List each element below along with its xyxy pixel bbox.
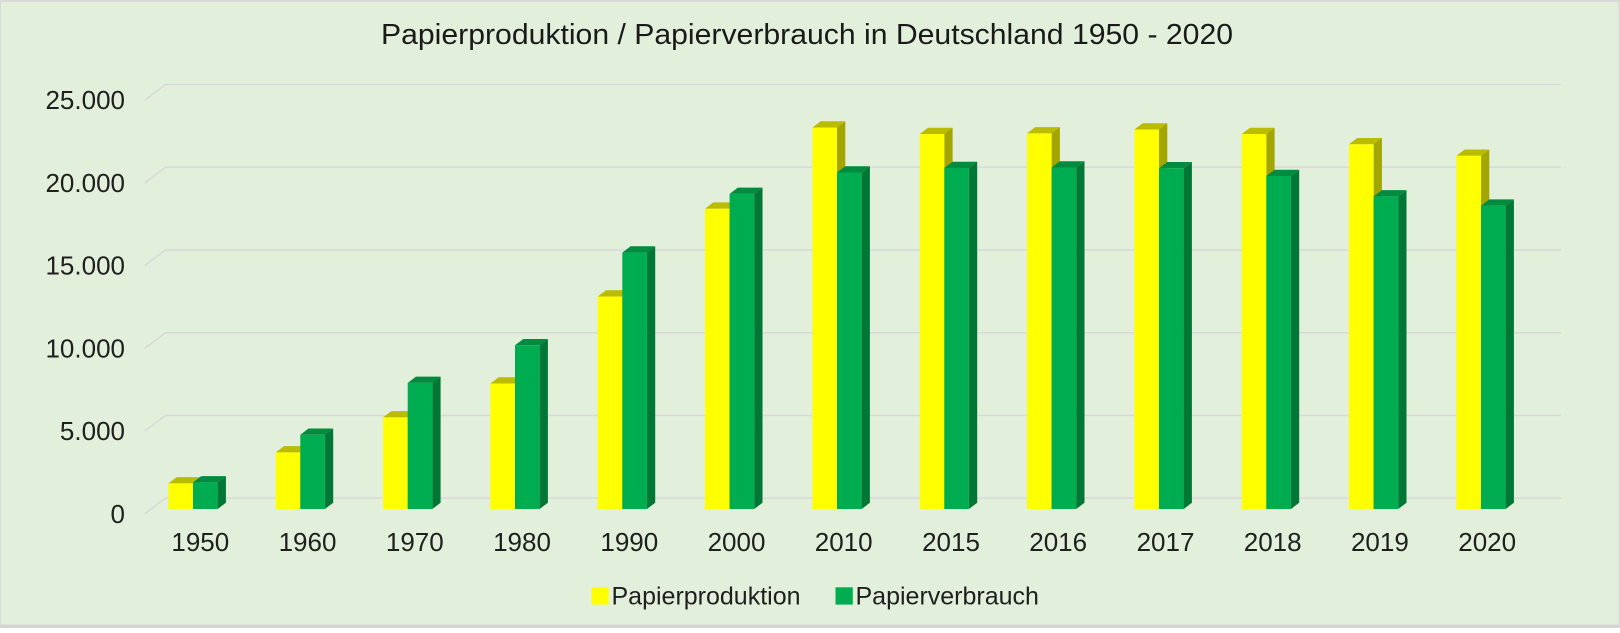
svg-text:2010: 2010 — [815, 527, 873, 557]
svg-text:1960: 1960 — [279, 527, 337, 557]
svg-text:20.000: 20.000 — [45, 168, 125, 198]
svg-text:2018: 2018 — [1244, 527, 1302, 557]
svg-text:15.000: 15.000 — [45, 251, 125, 281]
svg-text:1980: 1980 — [493, 527, 551, 557]
svg-text:2016: 2016 — [1029, 527, 1087, 557]
svg-text:2015: 2015 — [922, 527, 980, 557]
svg-text:Papierproduktion: Papierproduktion — [612, 583, 801, 611]
svg-text:5.000: 5.000 — [60, 416, 125, 446]
svg-text:Papierverbrauch: Papierverbrauch — [856, 583, 1039, 611]
svg-text:Papierproduktion / Papierverbr: Papierproduktion / Papierverbrauch in De… — [381, 19, 1233, 51]
svg-text:1990: 1990 — [600, 527, 658, 557]
svg-text:1950: 1950 — [171, 527, 229, 557]
svg-text:0: 0 — [111, 499, 125, 529]
svg-text:2017: 2017 — [1137, 527, 1195, 557]
svg-text:25.000: 25.000 — [45, 85, 125, 115]
svg-text:2020: 2020 — [1458, 527, 1516, 557]
svg-text:10.000: 10.000 — [45, 333, 125, 363]
svg-text:2019: 2019 — [1351, 527, 1409, 557]
svg-text:2000: 2000 — [708, 527, 766, 557]
svg-text:1970: 1970 — [386, 527, 444, 557]
